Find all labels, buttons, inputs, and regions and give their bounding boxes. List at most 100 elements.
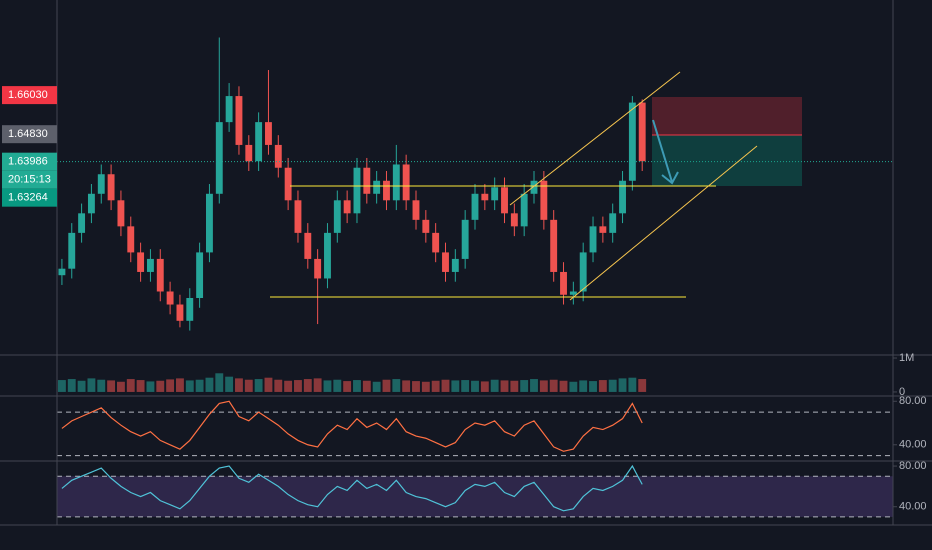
candle-body [343, 200, 351, 214]
price-label-box [2, 188, 57, 207]
axes [0, 0, 932, 526]
candle-body [638, 102, 646, 162]
candle-body [491, 187, 499, 201]
candle-body [166, 291, 174, 305]
candle-body [609, 213, 617, 233]
candle-body [392, 164, 400, 201]
candle-body [117, 200, 125, 227]
candle-body [510, 213, 518, 227]
volume-bar [87, 378, 96, 392]
candle-body [127, 226, 135, 253]
osc-tick-label: 40.00 [899, 439, 927, 451]
candle-body [294, 200, 302, 233]
price-label: 1.63264 [8, 192, 48, 204]
candle-body [442, 252, 449, 272]
target-zone [652, 135, 802, 186]
volume-bar [205, 377, 214, 392]
volume-bar [421, 381, 430, 392]
volume-bar [136, 380, 145, 392]
candle-body [628, 102, 636, 181]
band-fill [57, 476, 893, 517]
candle-body [245, 144, 253, 162]
volume-bar [520, 380, 529, 392]
countdown-box [2, 170, 57, 189]
volume-bar [480, 381, 489, 392]
volume-tick-label: 0 [899, 386, 905, 398]
candle-body [225, 96, 233, 123]
candle-body [265, 122, 272, 145]
volume-bar [628, 377, 637, 392]
volume-tick-label: 1M [899, 352, 914, 364]
candle-body [540, 180, 548, 220]
candle-body [58, 268, 66, 276]
volume-bar [77, 380, 86, 392]
volume-bar [107, 380, 116, 392]
candle-body [560, 271, 567, 295]
volume-bar [176, 378, 184, 392]
candle-body [137, 252, 145, 272]
candle-body [353, 167, 361, 214]
volume-bar [500, 380, 509, 392]
candle-body [550, 219, 558, 272]
volume-bar [225, 376, 234, 392]
volume-bar [156, 380, 165, 392]
osc-tick-label: 80.00 [899, 460, 927, 472]
price-label: 1.66030 [8, 89, 48, 101]
candle-body [206, 193, 213, 253]
volume-bar [461, 380, 470, 392]
volume-bar [215, 373, 224, 392]
candle-body [107, 174, 115, 201]
volume-bar [274, 379, 283, 392]
volume-bar [490, 379, 499, 392]
candle-body [333, 200, 341, 233]
volume-bar [618, 378, 627, 392]
volume-bar [294, 380, 302, 392]
candle-body [589, 226, 597, 253]
volume-bar [471, 380, 479, 392]
volume-bar [441, 379, 450, 392]
volume-bar [264, 377, 273, 392]
candle-body [422, 219, 430, 233]
volume-bar [451, 380, 460, 392]
candle-body [569, 291, 577, 295]
price-label-box [2, 152, 57, 171]
volume-bar [67, 379, 76, 392]
volume-bar [431, 380, 440, 392]
volume-bar [392, 379, 401, 392]
candle-body [363, 167, 371, 194]
volume-bar [372, 381, 381, 392]
volume-bar [343, 381, 352, 392]
osc-line [61, 464, 643, 512]
volume-bar [244, 379, 253, 392]
channel-upper [509, 71, 681, 206]
volume-bar [254, 379, 263, 392]
candle-body [619, 180, 626, 214]
candle-body [520, 193, 528, 227]
volume-bar [313, 378, 322, 392]
osc-tick-label: 40.00 [899, 501, 927, 513]
candle-body [471, 193, 479, 220]
volume-bar [638, 379, 647, 392]
candle-body [87, 193, 95, 214]
candle-body [412, 200, 420, 220]
candle-body [176, 304, 184, 321]
volume-bar [116, 381, 125, 392]
volume-bar [382, 379, 391, 392]
volume-bar [608, 379, 617, 392]
arrow-head [661, 171, 679, 185]
candle-body [78, 213, 86, 233]
candle-body [146, 258, 154, 272]
candle-body [501, 187, 508, 214]
volume-bar [589, 381, 597, 392]
price-label: 1.63986 [8, 156, 48, 168]
candle-body [451, 258, 459, 272]
volume-bar [549, 379, 558, 392]
candle-body [68, 232, 76, 269]
volume-bar [530, 379, 538, 392]
stop-zone [652, 97, 802, 135]
volume-bar [166, 379, 175, 392]
osc-tick-label: 80.00 [899, 395, 927, 407]
